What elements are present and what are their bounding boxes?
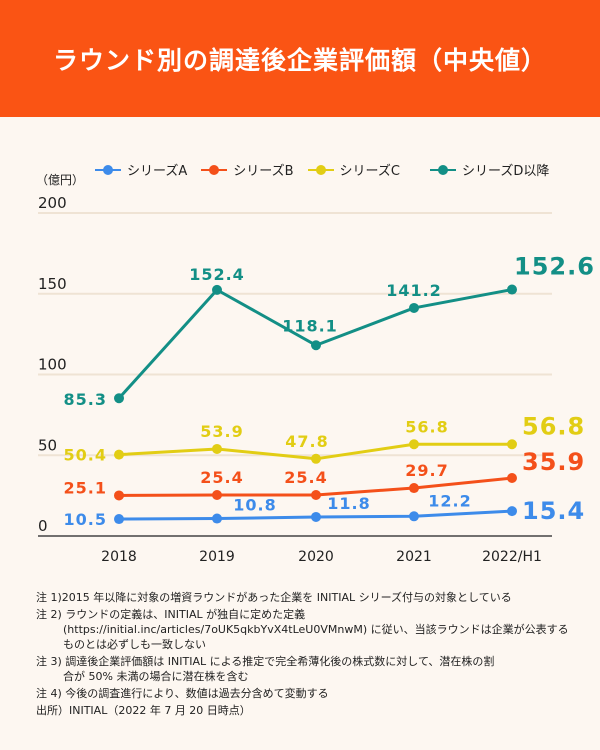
data-point — [409, 483, 419, 494]
x-tick-label: 2020 — [298, 549, 334, 565]
footnote-2: 注 2) ラウンドの定義は、INITIAL が独自に定めた定義 (https://… — [36, 608, 569, 651]
data-label: 118.1 — [282, 316, 338, 335]
data-label: 53.9 — [200, 422, 243, 441]
data-label: 152.6 — [514, 253, 595, 281]
footnote-4: 注 4) 今後の調査進行により、数値は過去分含めて変動する — [36, 687, 329, 700]
y-tick-label: 150 — [38, 275, 67, 293]
legend-item-series-b: シリーズB — [201, 160, 294, 179]
data-label: 141.2 — [386, 281, 442, 300]
legend-label: シリーズA — [127, 164, 188, 179]
data-point — [114, 449, 124, 460]
x-tick-label: 2019 — [199, 549, 235, 565]
data-label: 12.2 — [428, 491, 471, 510]
data-point — [507, 439, 517, 450]
x-tick-label: 2021 — [396, 549, 432, 565]
line-chart: 0 50 100 150 200 2018 2019 2020 2021 2022/H1 10.5 1… — [38, 194, 595, 565]
data-label: 56.8 — [522, 412, 585, 440]
footnote-3: 注 3) 調達後企業評価額は INITIAL による推定で完全希薄化後の株式数に… — [36, 655, 495, 683]
legend-label: シリーズB — [233, 164, 294, 179]
header-banner: ラウンド別の調達後企業評価額（中央値） — [0, 0, 600, 117]
data-point — [212, 284, 222, 295]
data-label: 56.8 — [405, 417, 448, 436]
legend-item-series-a: シリーズA — [95, 160, 187, 179]
data-point — [212, 489, 222, 500]
footnotes: 注 1)2015 年以降に対象の増資ラウンドがあった企業を INITIAL シリ… — [36, 590, 576, 720]
data-point — [409, 511, 419, 522]
data-label: 152.4 — [189, 265, 245, 284]
data-label: 25.4 — [200, 468, 243, 487]
y-tick-label: 0 — [38, 517, 48, 535]
data-point — [114, 393, 124, 404]
y-tick-label: 50 — [38, 436, 57, 454]
data-point — [409, 302, 419, 313]
legend-item-series-c: シリーズC — [307, 160, 400, 179]
legend-label: シリーズD以降 — [461, 164, 550, 179]
legend-line-dot-icon — [95, 164, 121, 175]
data-point — [311, 489, 321, 500]
data-label: 11.8 — [327, 494, 370, 513]
data-point — [311, 511, 321, 522]
source-note: 出所）INITIAL（2022 年 7 月 20 日時点） — [36, 704, 251, 717]
data-point — [114, 490, 124, 501]
data-point — [507, 473, 517, 484]
data-label: 25.1 — [64, 478, 107, 497]
data-point — [507, 506, 517, 517]
y-axis-unit-label: （億円） — [36, 173, 85, 187]
data-label: 35.9 — [522, 448, 585, 476]
x-tick-label: 2022/H1 — [482, 549, 542, 565]
data-label: 47.8 — [285, 432, 328, 451]
legend-line-dot-icon — [201, 164, 228, 175]
data-point — [311, 340, 321, 351]
y-tick-label: 100 — [38, 356, 67, 374]
chart-title: ラウンド別の調達後企業評価額（中央値） — [52, 45, 547, 75]
data-point — [212, 443, 222, 454]
legend-line-dot-icon — [307, 164, 334, 175]
data-point — [212, 513, 222, 524]
data-label: 25.4 — [284, 468, 327, 487]
legend-label: シリーズC — [339, 164, 400, 179]
data-point — [114, 514, 124, 525]
data-label: 29.7 — [405, 461, 448, 480]
y-tick-label: 200 — [38, 194, 67, 212]
footnote-1: 注 1)2015 年以降に対象の増資ラウンドがあった企業を INITIAL シリ… — [36, 591, 512, 604]
data-point — [409, 439, 419, 450]
data-label: 10.8 — [233, 496, 276, 515]
data-label: 10.5 — [64, 510, 107, 529]
legend-item-series-d: シリーズD以降 — [429, 160, 550, 179]
x-tick-label: 2018 — [101, 549, 137, 565]
legend-line-dot-icon — [429, 164, 456, 175]
data-label: 15.4 — [522, 497, 585, 525]
data-label: 50.4 — [64, 446, 107, 465]
data-point — [311, 453, 321, 464]
data-point — [507, 284, 517, 295]
data-label: 85.3 — [64, 390, 107, 409]
legend: シリーズA シリーズB シリーズC シリーズD以降 — [95, 160, 563, 179]
